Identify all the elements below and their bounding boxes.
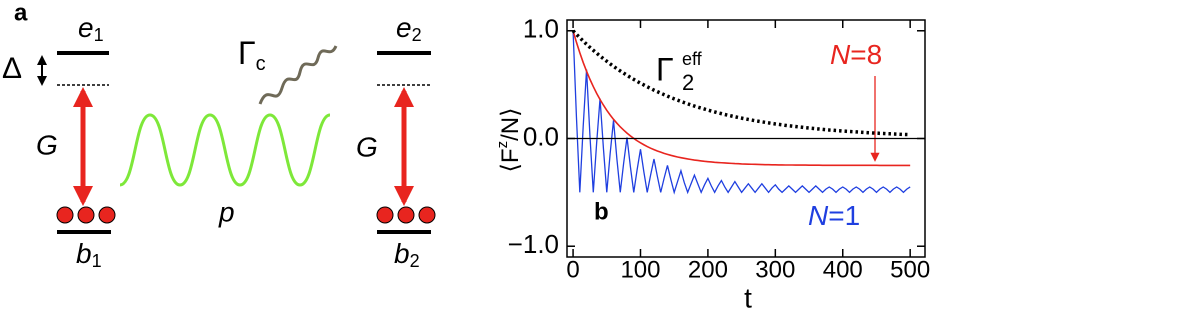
- level-label: b2: [394, 238, 420, 270]
- x-tick-label: 400: [823, 256, 863, 283]
- decay-wave: [258, 45, 338, 105]
- series-label-symbol: N: [808, 200, 829, 231]
- atom: [418, 206, 436, 224]
- detuning-label: Δ: [2, 52, 22, 85]
- atom: [98, 206, 116, 224]
- series-label-text: =1: [828, 200, 860, 231]
- y-tick-label: 1.0: [523, 14, 559, 44]
- series-label-text: =8: [850, 39, 882, 70]
- x-tick-label: 500: [890, 256, 930, 283]
- level-label: e1: [78, 12, 104, 44]
- atom: [376, 206, 394, 224]
- coupling-label: G: [356, 131, 378, 162]
- x-tick-label: 200: [688, 256, 728, 283]
- level-label: e2: [396, 12, 422, 44]
- y-tick-label: −1.0: [508, 229, 559, 259]
- series-label-symbol: N: [830, 39, 851, 70]
- x-tick-label: 0: [566, 256, 579, 283]
- photon-label: p: [218, 196, 235, 227]
- series-label: Γ: [656, 51, 674, 87]
- x-tick-label: 300: [755, 256, 795, 283]
- atom: [56, 206, 74, 224]
- panel-label: b: [594, 198, 609, 225]
- data-line: [572, 30, 911, 167]
- atom: [397, 206, 415, 224]
- x-axis-label: t: [744, 282, 752, 313]
- chart: b t ⟨Fz/N⟩ −1.00.01.00 100 200 300 400 500N=1…: [494, 14, 930, 314]
- level-label: b1: [76, 238, 102, 270]
- x-tick-label: 100: [620, 256, 660, 283]
- panel-label: a: [14, 0, 28, 26]
- atom: [77, 206, 95, 224]
- data-line: [571, 29, 911, 137]
- diagram: a e1 Δ G b1 p Γc e2 G b2: [2, 0, 436, 271]
- series-label: N=1: [808, 200, 860, 231]
- series-label: N=8: [830, 39, 882, 70]
- series-label-sub: 2: [682, 70, 694, 95]
- decay-label: Γc: [238, 35, 266, 75]
- coupling-label: G: [36, 129, 58, 160]
- y-tick-label: 0.0: [523, 121, 559, 151]
- series-label-sup: eff: [682, 49, 703, 69]
- photon-wave: [119, 113, 331, 187]
- y-axis-label: ⟨Fz/N⟩: [494, 108, 524, 173]
- data-line: [572, 30, 911, 195]
